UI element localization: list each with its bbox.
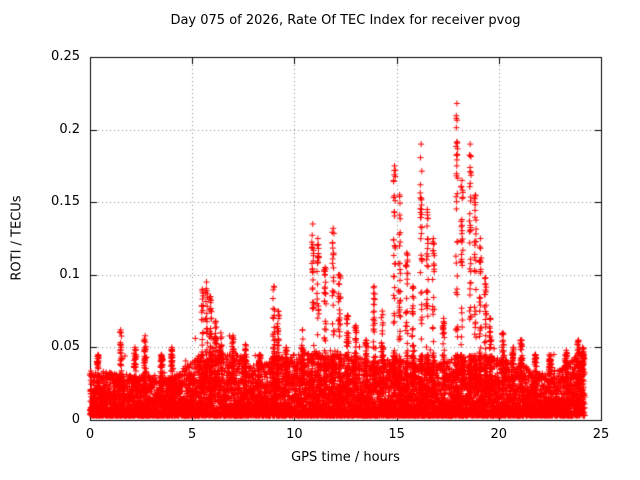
- y-axis-label: ROTI / TECUs: [9, 195, 25, 281]
- x-axis-label: GPS time / hours: [291, 450, 400, 465]
- chart-title: Day 075 of 2026, Rate Of TEC Index for r…: [170, 13, 521, 28]
